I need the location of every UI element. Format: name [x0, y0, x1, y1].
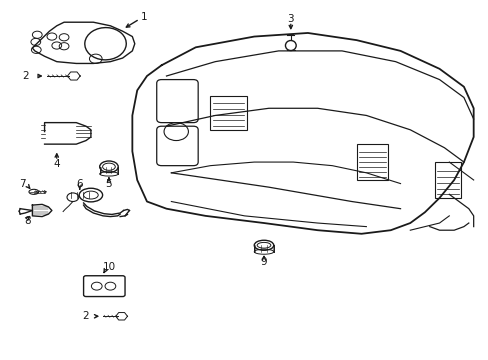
Text: 6: 6 — [76, 179, 83, 189]
Text: 3: 3 — [287, 14, 294, 24]
Text: 2: 2 — [22, 71, 29, 81]
FancyBboxPatch shape — [157, 80, 198, 123]
Text: 9: 9 — [260, 257, 267, 267]
FancyBboxPatch shape — [83, 276, 125, 297]
Bar — [434, 162, 461, 198]
Text: 2: 2 — [82, 311, 89, 321]
Text: 4: 4 — [53, 159, 60, 169]
Text: 1: 1 — [141, 12, 147, 22]
Text: 5: 5 — [105, 179, 112, 189]
Bar — [356, 144, 387, 180]
Text: 8: 8 — [24, 216, 31, 226]
Text: 7: 7 — [19, 179, 25, 189]
FancyBboxPatch shape — [157, 126, 198, 166]
Text: 10: 10 — [102, 262, 115, 272]
Bar — [210, 96, 246, 130]
